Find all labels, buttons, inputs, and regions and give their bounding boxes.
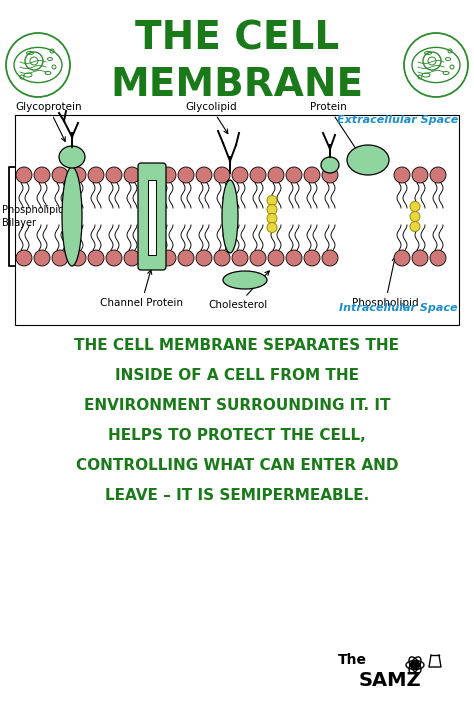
Text: Glycolipid: Glycolipid — [185, 102, 237, 134]
Circle shape — [267, 213, 277, 223]
Circle shape — [196, 250, 212, 266]
Circle shape — [34, 250, 50, 266]
Text: INSIDE OF A CELL FROM THE: INSIDE OF A CELL FROM THE — [115, 368, 359, 383]
Text: Cholesterol: Cholesterol — [208, 271, 269, 310]
Text: SAMZ: SAMZ — [359, 670, 421, 690]
Text: MEMBRANE: MEMBRANE — [110, 66, 364, 104]
Circle shape — [106, 167, 122, 183]
Text: Intracellular Space: Intracellular Space — [339, 303, 458, 313]
Ellipse shape — [321, 157, 339, 173]
Text: Phospholipid: Phospholipid — [352, 257, 419, 308]
Circle shape — [410, 201, 420, 211]
Circle shape — [232, 250, 248, 266]
Circle shape — [394, 167, 410, 183]
Circle shape — [322, 167, 338, 183]
Text: LEAVE – IT IS SEMIPERMEABLE.: LEAVE – IT IS SEMIPERMEABLE. — [105, 488, 369, 503]
Text: Extracellular Space: Extracellular Space — [337, 115, 458, 125]
Text: Channel Protein: Channel Protein — [100, 270, 183, 308]
Circle shape — [412, 250, 428, 266]
Circle shape — [70, 250, 86, 266]
Circle shape — [286, 167, 302, 183]
Circle shape — [304, 167, 320, 183]
Text: CONTROLLING WHAT CAN ENTER AND: CONTROLLING WHAT CAN ENTER AND — [76, 457, 398, 473]
Text: ENVIRONMENT SURROUNDING IT. IT: ENVIRONMENT SURROUNDING IT. IT — [84, 397, 390, 412]
Circle shape — [394, 250, 410, 266]
Circle shape — [124, 250, 140, 266]
Ellipse shape — [222, 180, 238, 253]
FancyBboxPatch shape — [138, 163, 166, 270]
Ellipse shape — [223, 271, 267, 289]
Circle shape — [52, 167, 68, 183]
Circle shape — [88, 250, 104, 266]
Circle shape — [410, 222, 420, 232]
Circle shape — [34, 167, 50, 183]
Text: HELPS TO PROTECT THE CELL,: HELPS TO PROTECT THE CELL, — [108, 427, 366, 442]
Circle shape — [106, 250, 122, 266]
Circle shape — [16, 167, 32, 183]
Circle shape — [268, 167, 284, 183]
Ellipse shape — [62, 167, 82, 266]
Circle shape — [214, 250, 230, 266]
Circle shape — [160, 250, 176, 266]
Ellipse shape — [347, 145, 389, 175]
Circle shape — [267, 223, 277, 232]
Text: THE CELL: THE CELL — [135, 19, 339, 57]
Circle shape — [412, 167, 428, 183]
Circle shape — [16, 250, 32, 266]
Circle shape — [232, 167, 248, 183]
Circle shape — [430, 250, 446, 266]
Ellipse shape — [59, 146, 85, 168]
Circle shape — [214, 167, 230, 183]
Circle shape — [88, 167, 104, 183]
Circle shape — [178, 250, 194, 266]
Circle shape — [52, 250, 68, 266]
Circle shape — [304, 250, 320, 266]
Text: Glycoprotein: Glycoprotein — [15, 102, 82, 141]
Circle shape — [267, 205, 277, 215]
Circle shape — [178, 167, 194, 183]
Circle shape — [160, 167, 176, 183]
Circle shape — [70, 167, 86, 183]
Circle shape — [196, 167, 212, 183]
Circle shape — [267, 196, 277, 205]
Text: Protein: Protein — [310, 102, 358, 151]
Text: THE CELL MEMBRANE SEPARATES THE: THE CELL MEMBRANE SEPARATES THE — [74, 338, 400, 353]
Circle shape — [410, 211, 420, 222]
Circle shape — [411, 661, 419, 669]
Circle shape — [268, 250, 284, 266]
Text: Phospholipid
Bilayer: Phospholipid Bilayer — [2, 205, 64, 228]
Bar — [148, 180, 156, 255]
Circle shape — [250, 250, 266, 266]
Circle shape — [286, 250, 302, 266]
Circle shape — [250, 167, 266, 183]
Circle shape — [124, 167, 140, 183]
Text: The: The — [337, 653, 366, 667]
Bar — [15, 115, 459, 325]
Circle shape — [322, 250, 338, 266]
Circle shape — [430, 167, 446, 183]
